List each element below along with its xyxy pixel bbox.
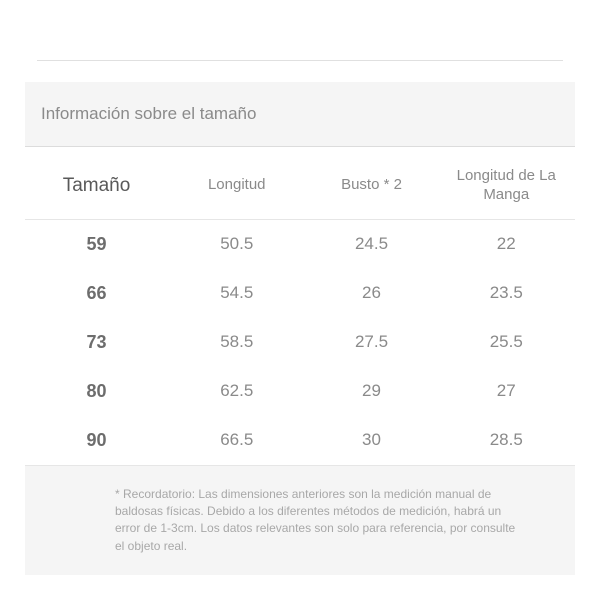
table-header-row: Tamaño Longitud Busto * 2 Longitud de La… bbox=[25, 147, 575, 219]
table-row: 73 58.5 27.5 25.5 bbox=[25, 318, 575, 367]
cell-bust: 27.5 bbox=[306, 318, 438, 367]
table-row: 59 50.5 24.5 22 bbox=[25, 219, 575, 269]
cell-sleeve: 23.5 bbox=[438, 269, 576, 318]
cell-size: 73 bbox=[25, 318, 168, 367]
cell-bust: 26 bbox=[306, 269, 438, 318]
cell-length: 62.5 bbox=[168, 367, 306, 416]
section-title: Información sobre el tamaño bbox=[25, 82, 575, 147]
cell-sleeve: 27 bbox=[438, 367, 576, 416]
cell-length: 50.5 bbox=[168, 219, 306, 269]
cell-size: 90 bbox=[25, 416, 168, 465]
cell-length: 58.5 bbox=[168, 318, 306, 367]
col-header-bust: Busto * 2 bbox=[306, 147, 438, 219]
table-row: 66 54.5 26 23.5 bbox=[25, 269, 575, 318]
cell-bust: 24.5 bbox=[306, 219, 438, 269]
cell-size: 59 bbox=[25, 219, 168, 269]
cell-bust: 29 bbox=[306, 367, 438, 416]
table-row: 80 62.5 29 27 bbox=[25, 367, 575, 416]
cell-size: 66 bbox=[25, 269, 168, 318]
cell-bust: 30 bbox=[306, 416, 438, 465]
cell-sleeve: 22 bbox=[438, 219, 576, 269]
col-header-length: Longitud bbox=[168, 147, 306, 219]
cell-length: 54.5 bbox=[168, 269, 306, 318]
col-header-size: Tamaño bbox=[25, 147, 168, 219]
cell-sleeve: 25.5 bbox=[438, 318, 576, 367]
size-table: Tamaño Longitud Busto * 2 Longitud de La… bbox=[25, 147, 575, 465]
table-row: 90 66.5 30 28.5 bbox=[25, 416, 575, 465]
top-divider bbox=[37, 60, 563, 61]
page: Información sobre el tamaño Tamaño Longi… bbox=[0, 0, 600, 600]
footnote-text: * Recordatorio: Las dimensiones anterior… bbox=[25, 465, 575, 576]
cell-size: 80 bbox=[25, 367, 168, 416]
size-info-section: Información sobre el tamaño Tamaño Longi… bbox=[25, 82, 575, 575]
size-table-wrap: Tamaño Longitud Busto * 2 Longitud de La… bbox=[25, 147, 575, 465]
cell-sleeve: 28.5 bbox=[438, 416, 576, 465]
col-header-sleeve: Longitud de La Manga bbox=[438, 147, 576, 219]
cell-length: 66.5 bbox=[168, 416, 306, 465]
